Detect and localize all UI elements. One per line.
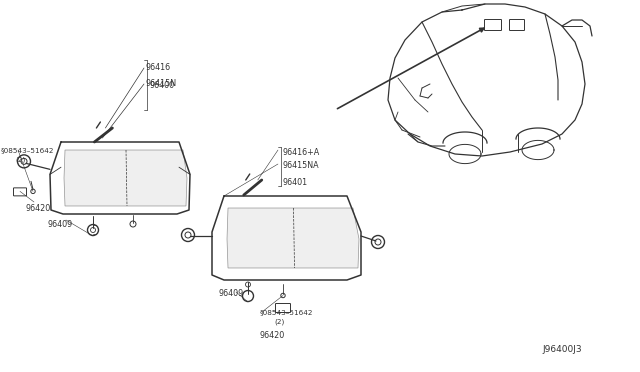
Text: 96409: 96409 bbox=[48, 219, 73, 228]
Text: 96416: 96416 bbox=[146, 62, 171, 71]
Polygon shape bbox=[227, 208, 359, 268]
Text: J96400J3: J96400J3 bbox=[542, 346, 582, 355]
Text: §08543–51642: §08543–51642 bbox=[1, 147, 54, 153]
Text: §08543–51642: §08543–51642 bbox=[260, 309, 314, 315]
Text: 96420: 96420 bbox=[260, 331, 285, 340]
Polygon shape bbox=[64, 150, 187, 206]
Text: (2): (2) bbox=[15, 157, 25, 163]
Text: 96416+A: 96416+A bbox=[283, 148, 320, 157]
Text: 96420: 96420 bbox=[26, 203, 51, 212]
Text: 96415N: 96415N bbox=[146, 78, 177, 87]
Text: (2): (2) bbox=[274, 319, 284, 325]
Text: 96415NA: 96415NA bbox=[283, 160, 319, 170]
Text: 96409: 96409 bbox=[218, 289, 243, 298]
Text: 96401: 96401 bbox=[283, 177, 308, 186]
Text: 96400: 96400 bbox=[149, 80, 174, 90]
